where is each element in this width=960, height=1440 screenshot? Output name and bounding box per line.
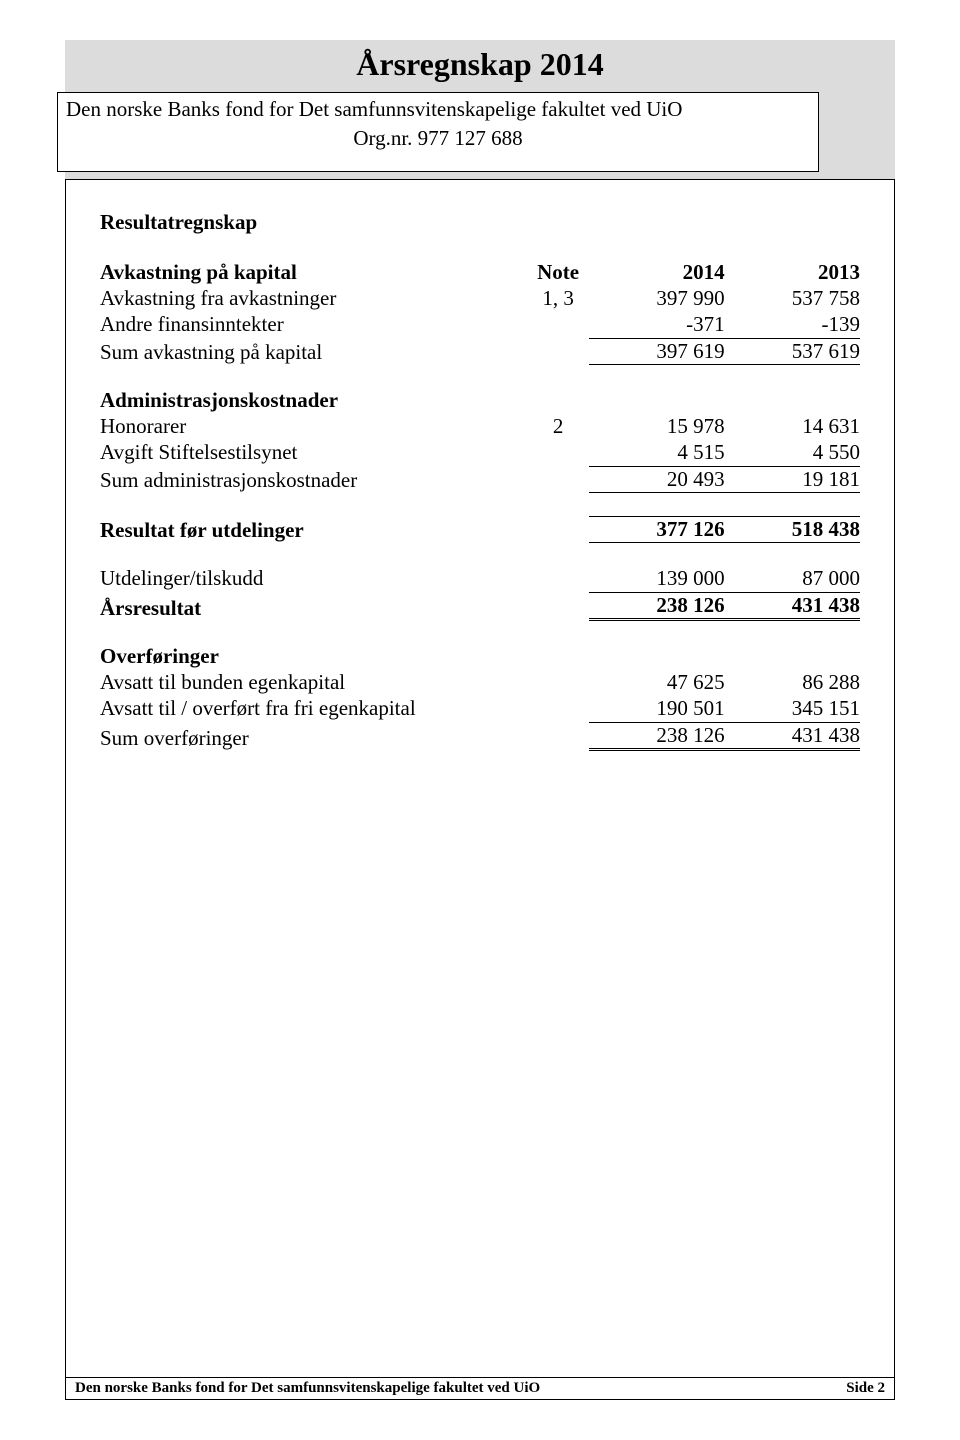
annual-result-row: Årsresultat 238 126 431 438 xyxy=(100,591,860,621)
sum-row: Sum overføringer 238 126 431 438 xyxy=(100,721,860,751)
section-row: Overføringer xyxy=(100,643,860,669)
row-value: 139 000 xyxy=(589,565,724,591)
row-value: 14 631 xyxy=(725,413,860,439)
result-row: Resultat før utdelinger 377 126 518 438 xyxy=(100,515,860,543)
table-row: Avkastning fra avkastninger 1, 3 397 990… xyxy=(100,285,860,311)
row-label: Avgift Stiftelsestilsynet xyxy=(100,439,527,465)
section-admin: Administrasjonskostnader xyxy=(100,387,527,413)
row-value: 345 151 xyxy=(725,695,860,721)
sum-label: Sum overføringer xyxy=(100,721,527,751)
sum-value: 19 181 xyxy=(725,466,860,493)
annual-result-value: 238 126 xyxy=(589,592,724,621)
sum-value: 397 619 xyxy=(589,338,724,365)
row-value: 537 758 xyxy=(725,285,860,311)
content-area: Resultatregnskap Avkastning på kapital N… xyxy=(100,210,860,751)
sum-value: 537 619 xyxy=(725,338,860,365)
table-row: Honorarer 2 15 978 14 631 xyxy=(100,413,860,439)
row-label: Avsatt til / overført fra fri egenkapita… xyxy=(100,695,527,721)
row-value: 397 990 xyxy=(589,285,724,311)
page-footer: Den norske Banks fond for Det samfunnsvi… xyxy=(65,1377,895,1400)
sum-label: Sum administrasjonskostnader xyxy=(100,465,527,493)
row-value: 86 288 xyxy=(725,669,860,695)
row-note xyxy=(527,311,589,337)
sum-value: 20 493 xyxy=(589,466,724,493)
section-resultatregnskap: Resultatregnskap xyxy=(100,210,860,235)
footer-right: Side 2 xyxy=(846,1380,885,1397)
sum-row: Sum administrasjonskostnader 20 493 19 1… xyxy=(100,465,860,493)
row-value: 190 501 xyxy=(589,695,724,721)
sum-row: Sum avkastning på kapital 397 619 537 61… xyxy=(100,337,860,365)
subtitle: Den norske Banks fond for Det samfunnsvi… xyxy=(66,97,810,122)
org-number: Org.nr. 977 127 688 xyxy=(66,126,810,151)
result-value: 518 438 xyxy=(725,516,860,543)
sum-value: 238 126 xyxy=(589,722,724,751)
footer-left: Den norske Banks fond for Det samfunnsvi… xyxy=(75,1380,540,1397)
row-value: 87 000 xyxy=(725,565,860,591)
table-row: Avsatt til bunden egenkapital 47 625 86 … xyxy=(100,669,860,695)
row-value: 4 515 xyxy=(589,439,724,465)
header-year1: 2014 xyxy=(589,259,724,285)
header-note: Note xyxy=(527,259,589,285)
sum-value: 431 438 xyxy=(725,722,860,751)
row-value: 15 978 xyxy=(589,413,724,439)
row-note xyxy=(527,439,589,465)
table-header-row: Avkastning på kapital Note 2014 2013 xyxy=(100,259,860,285)
section-row: Administrasjonskostnader xyxy=(100,387,860,413)
result-label: Resultat før utdelinger xyxy=(100,515,527,543)
financial-table: Avkastning på kapital Note 2014 2013 Avk… xyxy=(100,259,860,751)
table-row: Utdelinger/tilskudd 139 000 87 000 xyxy=(100,565,860,591)
table-row: Avsatt til / overført fra fri egenkapita… xyxy=(100,695,860,721)
result-value: 377 126 xyxy=(589,516,724,543)
annual-result-label: Årsresultat xyxy=(100,591,527,621)
header-label: Avkastning på kapital xyxy=(100,259,527,285)
row-value: 47 625 xyxy=(589,669,724,695)
row-note: 1, 3 xyxy=(527,285,589,311)
row-value: -139 xyxy=(725,311,860,337)
header-year2: 2013 xyxy=(725,259,860,285)
header-box: Årsregnskap 2014 Den norske Banks fond f… xyxy=(65,40,895,180)
row-label: Avkastning fra avkastninger xyxy=(100,285,527,311)
row-label: Avsatt til bunden egenkapital xyxy=(100,669,527,695)
sum-label: Sum avkastning på kapital xyxy=(100,337,527,365)
row-value: 4 550 xyxy=(725,439,860,465)
table-row: Andre finansinntekter -371 -139 xyxy=(100,311,860,337)
subtitle-box: Den norske Banks fond for Det samfunnsvi… xyxy=(57,92,819,172)
row-value: -371 xyxy=(589,311,724,337)
section-overforinger: Overføringer xyxy=(100,643,527,669)
row-note: 2 xyxy=(527,413,589,439)
annual-result-value: 431 438 xyxy=(725,592,860,621)
page-title: Årsregnskap 2014 xyxy=(65,40,895,83)
row-label: Andre finansinntekter xyxy=(100,311,527,337)
row-label: Utdelinger/tilskudd xyxy=(100,565,527,591)
row-label: Honorarer xyxy=(100,413,527,439)
table-row: Avgift Stiftelsestilsynet 4 515 4 550 xyxy=(100,439,860,465)
